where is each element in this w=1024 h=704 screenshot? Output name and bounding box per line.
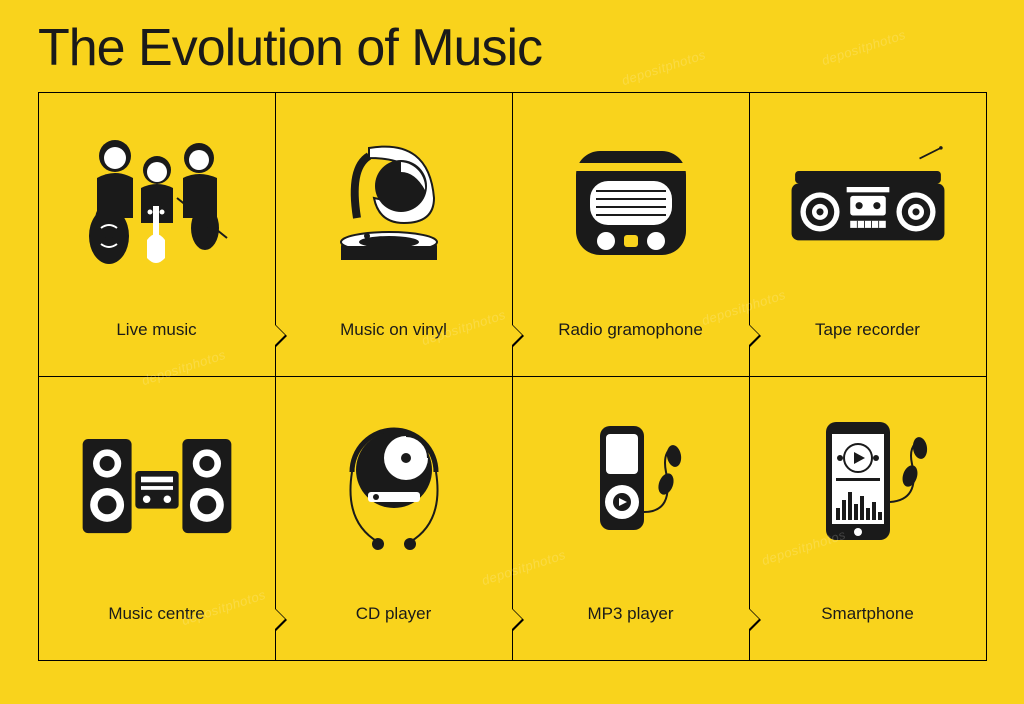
cell-label: Smartphone [821, 604, 914, 624]
page-title: The Evolution of Music [38, 18, 542, 78]
cell-label: Tape recorder [815, 320, 920, 340]
evolution-grid: Live music Mus [38, 92, 986, 660]
gramophone-icon [314, 123, 474, 283]
boombox-icon [788, 123, 948, 283]
live-music-icon [77, 123, 237, 283]
cell-tape-recorder: Tape recorder [749, 92, 987, 377]
cell-radio-gramophone: Radio gramophone [512, 92, 750, 377]
mp3-player-icon [551, 407, 711, 567]
infographic-canvas: The Evolution of Music [0, 0, 1024, 704]
cd-player-icon [314, 407, 474, 567]
watermark-text: depositphotos [620, 47, 708, 88]
speakers-icon [77, 407, 237, 567]
cell-label: Radio gramophone [558, 320, 703, 340]
cell-label: Music centre [108, 604, 204, 624]
cell-music-on-vinyl: Music on vinyl [275, 92, 513, 377]
cell-label: CD player [356, 604, 432, 624]
cell-live-music: Live music [38, 92, 276, 377]
cell-cd-player: CD player [275, 376, 513, 661]
cell-label: Music on vinyl [340, 320, 447, 340]
cell-label: Live music [116, 320, 196, 340]
cell-smartphone: Smartphone [749, 376, 987, 661]
cell-mp3-player: MP3 player [512, 376, 750, 661]
radio-icon [551, 123, 711, 283]
watermark-text: depositphotos [820, 27, 908, 68]
cell-label: MP3 player [588, 604, 674, 624]
smartphone-icon [788, 407, 948, 567]
cell-music-centre: Music centre [38, 376, 276, 661]
